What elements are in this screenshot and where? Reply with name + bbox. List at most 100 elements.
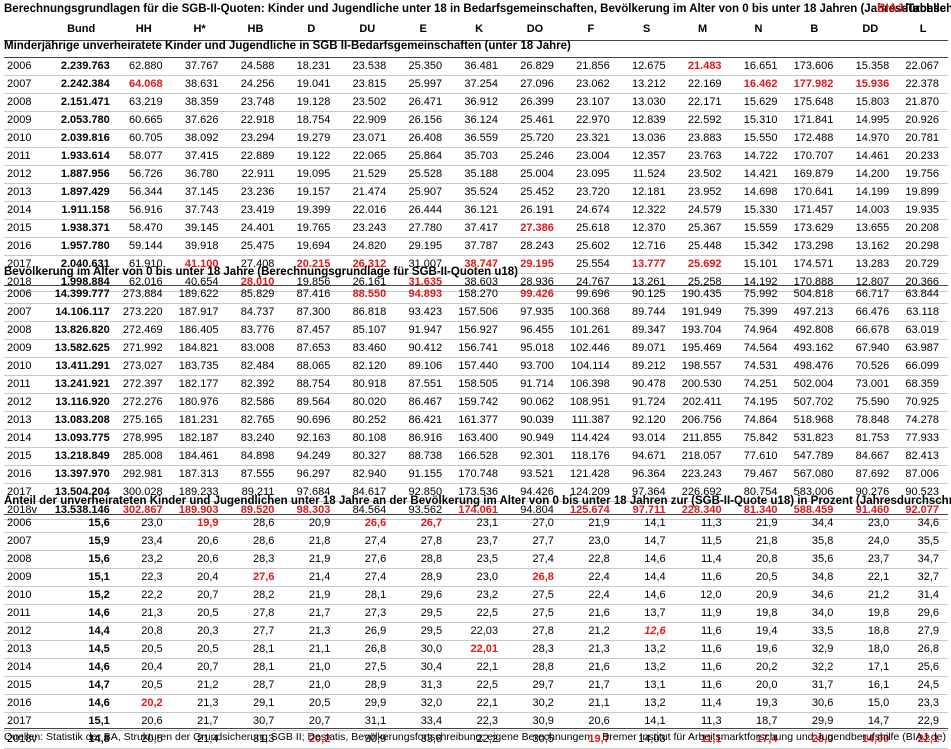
value-cell: 12,6 (618, 622, 675, 641)
value-cell: 77.610 (730, 447, 787, 466)
table-row: 2013 1.897.429 56.344 37.145 23.236 19.157 21.… (4, 183, 948, 202)
value-cell: 173.606 (786, 58, 843, 76)
value-cell: 156.927 (451, 321, 507, 340)
value-cell: 19,8 (730, 604, 787, 623)
value-cell: 180.976 (171, 393, 228, 412)
value-cell: 21,9 (562, 515, 619, 533)
value-cell: 21,8 (730, 532, 787, 551)
table-row: 2011 13.241.921 272.397 182.177 82.392 88.754… (4, 375, 948, 394)
value-cell: 25.864 (395, 147, 452, 166)
value-cell: 89.347 (618, 321, 675, 340)
value-cell: 108.951 (562, 393, 619, 412)
value-cell: 187.313 (171, 465, 228, 484)
value-cell: 97.364 (618, 483, 675, 502)
value-cell: 26,7 (395, 515, 452, 533)
value-cell: 20,8 (730, 550, 787, 569)
value-cell: 35,5 (898, 532, 948, 551)
value-cell: 13.826.820 (49, 321, 116, 340)
value-cell: 23.720 (562, 183, 619, 202)
table-row: 2011 1.933.614 58.077 37.415 22.889 19.122 22.… (4, 147, 948, 166)
value-cell: 27,5 (507, 604, 563, 623)
value-cell: 170.707 (786, 147, 843, 166)
value-cell: 28,9 (395, 568, 452, 587)
value-cell: 16.462 (730, 75, 787, 94)
value-cell: 14,5 (49, 640, 116, 659)
value-cell: 111.387 (562, 411, 619, 430)
value-cell: 27,6 (339, 550, 396, 569)
value-cell: 20.926 (898, 111, 948, 130)
value-cell: 28,6 (227, 532, 284, 551)
table-row: 2006 14.399.777 273.884 189.622 85.829 87.416… (4, 286, 948, 304)
value-cell: 23,3 (898, 694, 948, 713)
value-cell: 22.592 (674, 111, 731, 130)
value-cell: 14,1 (618, 712, 675, 731)
value-cell: 23.107 (562, 93, 619, 112)
value-cell: 38.359 (171, 93, 228, 112)
value-cell: 85.107 (339, 321, 396, 340)
value-cell: 285.008 (115, 447, 172, 466)
value-cell: 2.151.471 (49, 93, 116, 112)
value-cell: 19,9 (171, 515, 228, 533)
value-cell: 22.911 (227, 165, 284, 184)
table-row: 2008 15,6 23,2 20,6 28,3 21,9 27,6 28,8 23,5 27,4… (4, 550, 948, 569)
value-cell: 13.777 (618, 255, 675, 274)
value-cell: 82.940 (339, 465, 396, 484)
value-cell: 99.696 (562, 286, 619, 304)
value-cell: 85.829 (227, 286, 284, 304)
value-cell: 15,9 (49, 532, 116, 551)
year-cell: 2012 (4, 622, 50, 641)
value-cell: 100.368 (562, 303, 619, 322)
value-cell: 87.416 (283, 286, 340, 304)
value-cell: 27.096 (507, 75, 563, 94)
value-cell: 20,5 (171, 604, 228, 623)
value-cell: 34,6 (898, 515, 948, 533)
value-cell: 27,5 (507, 586, 563, 605)
value-cell: 20,2 (115, 694, 172, 713)
value-cell: 34,7 (898, 550, 948, 569)
value-cell: 22,4 (562, 568, 619, 587)
source-note: Quellen: Statistik der BA, Strukturen de… (4, 731, 590, 743)
table-row: 2017 2.040.631 61.910 41.100 27.408 20.215 26.… (4, 255, 948, 274)
value-cell: 80.108 (339, 429, 396, 448)
value-cell: 39.918 (171, 237, 228, 256)
value-cell: 12.675 (618, 58, 675, 76)
value-cell: 20,9 (730, 586, 787, 605)
year-cell: 2010 (4, 129, 50, 148)
value-cell: 22.918 (227, 111, 284, 130)
value-cell: 23.243 (339, 219, 396, 238)
table-header: Berechnungsgrundlagen für die SGB-II-Quo… (4, 1, 951, 19)
table-row: 2010 13.411.291 273.027 183.735 82.484 88.065… (4, 357, 948, 376)
value-cell: 30,4 (395, 658, 452, 677)
value-cell: 80.020 (339, 393, 396, 412)
column-header-do: DO (507, 20, 563, 41)
value-cell: 19.756 (898, 165, 948, 184)
value-cell: 21,9 (730, 515, 787, 533)
value-cell: 27,8 (227, 604, 284, 623)
value-cell: 22,3 (451, 712, 507, 731)
value-cell: 518.968 (786, 411, 843, 430)
value-cell: 567.080 (786, 465, 843, 484)
value-cell: 97.935 (507, 303, 563, 322)
value-cell: 28,8 (395, 550, 452, 569)
value-cell: 12.716 (618, 237, 675, 256)
value-cell: 77.933 (898, 429, 948, 448)
value-cell: 35,6 (786, 550, 843, 569)
value-cell: 28,3 (507, 640, 563, 659)
value-cell: 20,7 (171, 586, 228, 605)
value-cell: 18.231 (283, 58, 340, 76)
value-cell: 37.415 (171, 147, 228, 166)
value-cell: 95.018 (507, 339, 563, 358)
value-cell: 273.220 (115, 303, 172, 322)
value-cell: 22.067 (898, 58, 948, 76)
value-cell: 87.551 (395, 375, 452, 394)
value-cell: 89.212 (618, 357, 675, 376)
year-cell: 2009 (4, 568, 50, 587)
value-cell: 67.940 (842, 339, 899, 358)
value-cell: 80.918 (339, 375, 396, 394)
value-cell: 41.100 (171, 255, 228, 274)
value-cell: 31,7 (786, 676, 843, 695)
value-cell: 184.461 (171, 447, 228, 466)
column-header-hh: HH (115, 20, 172, 41)
value-cell: 28,1 (227, 658, 284, 677)
table-row: 2007 14.106.117 273.220 187.917 84.737 87.300… (4, 303, 948, 322)
